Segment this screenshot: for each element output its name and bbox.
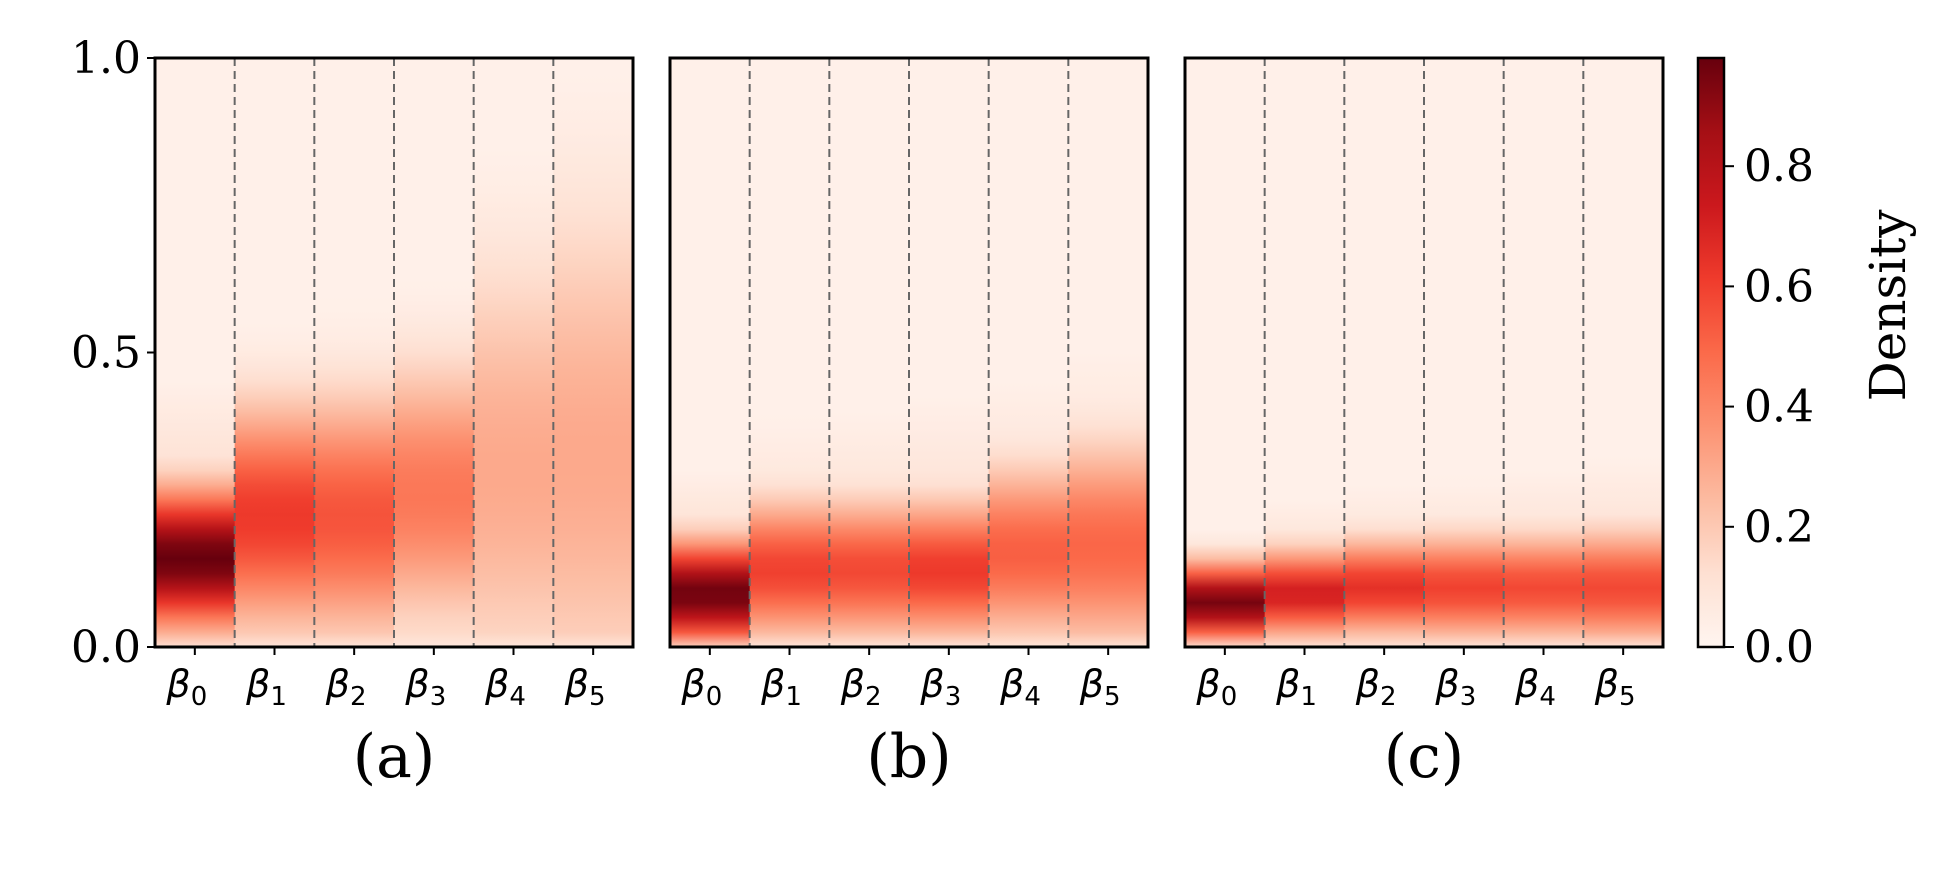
x-tick-label-subscript: 3 [1460, 682, 1477, 712]
x-tick-label-subscript: 5 [589, 682, 606, 712]
heatmap-column-β5 [1068, 58, 1149, 647]
heatmap-column-β3 [909, 58, 990, 647]
plot-frame [668, 56, 1150, 649]
x-tick-label-subscript: 1 [270, 682, 287, 712]
x-tick-label-base: β [245, 662, 270, 706]
x-tick-label-β4: β4 [484, 662, 526, 712]
heatmap-column-β5 [1583, 58, 1664, 647]
heatmap-column-β0 [1185, 58, 1266, 647]
heatmap-column-β5 [553, 58, 634, 647]
heatmap-column-β2 [1344, 58, 1425, 647]
x-tick-label-β2: β2 [1355, 662, 1397, 712]
colorbar-frame [1696, 56, 1726, 649]
x-tick-label-base: β [404, 662, 429, 706]
x-tick-label-β1: β1 [245, 662, 287, 712]
heatmap-column-β0 [155, 58, 236, 647]
x-tick-label-β3: β3 [919, 662, 961, 712]
x-tick-label-β5: β5 [1079, 662, 1121, 712]
x-tick-label-base: β [1594, 662, 1619, 706]
x-tick-label-subscript: 4 [1539, 682, 1556, 712]
y-axis: 0.0 0.5 1.0 [71, 33, 155, 673]
colorbar-tick-label: 0.2 [1744, 502, 1814, 553]
y-tick-label: 1.0 [71, 33, 141, 84]
heatmap-panel-b: β0 β1 β2 β3 β4 β5(b) [668, 56, 1150, 792]
heatmap-column-β3 [1424, 58, 1505, 647]
colorbar-label: Density [1859, 209, 1917, 402]
colorbar-tick-label: 0.8 [1744, 141, 1814, 192]
y-tick-label: 0.5 [71, 328, 141, 379]
x-tick-label-β2: β2 [325, 662, 367, 712]
x-tick-label-subscript: 0 [706, 682, 723, 712]
x-tick-label-subscript: 0 [191, 682, 208, 712]
x-tick-label-base: β [1355, 662, 1380, 706]
heatmap-column-β4 [473, 58, 554, 647]
panel-label: (b) [866, 722, 951, 792]
x-tick-label-β3: β3 [404, 662, 446, 712]
heatmap-column-β1 [1264, 58, 1345, 647]
x-tick-label-subscript: 1 [1300, 682, 1317, 712]
x-tick-label-subscript: 2 [865, 682, 882, 712]
plot-frame [1183, 56, 1665, 649]
colorbar-tick-label: 0.6 [1744, 261, 1814, 312]
x-tick-label-β2: β2 [840, 662, 882, 712]
heatmap-column-β1 [234, 58, 315, 647]
x-tick-label-base: β [1514, 662, 1539, 706]
x-tick-label-β1: β1 [760, 662, 802, 712]
x-tick-label-base: β [1275, 662, 1300, 706]
x-tick-label-base: β [1079, 662, 1104, 706]
x-tick-label-β1: β1 [1275, 662, 1317, 712]
x-tick-label-base: β [564, 662, 589, 706]
heatmap-column-β4 [988, 58, 1069, 647]
x-tick-label-base: β [1434, 662, 1459, 706]
x-tick-label-subscript: 5 [1619, 682, 1636, 712]
x-tick-label-subscript: 4 [509, 682, 526, 712]
x-tick-label-base: β [919, 662, 944, 706]
colorbar-tick-label: 0.0 [1744, 622, 1814, 673]
x-tick-label-subscript: 2 [1380, 682, 1397, 712]
x-tick-label-subscript: 3 [945, 682, 962, 712]
x-tick-label-base: β [325, 662, 350, 706]
x-tick-label-base: β [484, 662, 509, 706]
x-tick-label-base: β [165, 662, 190, 706]
x-tick-label-base: β [840, 662, 865, 706]
x-tick-label-subscript: 4 [1024, 682, 1041, 712]
heatmap-column-β2 [314, 58, 395, 647]
x-tick-label-base: β [999, 662, 1024, 706]
colorbar-tick-label: 0.4 [1744, 382, 1814, 433]
x-tick-label-β5: β5 [1594, 662, 1636, 712]
x-tick-label-β4: β4 [1514, 662, 1556, 712]
heatmap-column-β4 [1503, 58, 1584, 647]
heatmap-column-β3 [394, 58, 475, 647]
heatmap-column-β0 [670, 58, 751, 647]
heatmap-panel-a: β0 β1 β2 β3 β4 β5(a) [153, 56, 635, 792]
x-tick-label-subscript: 5 [1104, 682, 1121, 712]
y-tick-label: 0.0 [71, 622, 141, 673]
x-tick-label-base: β [760, 662, 785, 706]
x-tick-label-β0: β0 [165, 662, 207, 712]
colorbar: 0.0 0.2 0.4 0.6 0.8 [1696, 56, 1814, 673]
x-tick-label-β0: β0 [680, 662, 722, 712]
panel-label: (c) [1384, 722, 1464, 792]
heatmap-panel-c: β0 β1 β2 β3 β4 β5(c) [1183, 56, 1665, 792]
x-tick-label-base: β [1195, 662, 1220, 706]
x-tick-label-β3: β3 [1434, 662, 1476, 712]
x-tick-label-β5: β5 [564, 662, 606, 712]
x-tick-label-subscript: 3 [430, 682, 447, 712]
x-tick-label-subscript: 0 [1221, 682, 1238, 712]
panel-label: (a) [353, 722, 436, 792]
heatmap-column-β1 [749, 58, 830, 647]
x-tick-label-subscript: 1 [785, 682, 802, 712]
x-tick-label-β0: β0 [1195, 662, 1237, 712]
x-tick-label-β4: β4 [999, 662, 1041, 712]
colorbar-gradient [1698, 58, 1724, 647]
heatmap-column-β2 [829, 58, 910, 647]
x-tick-label-subscript: 2 [350, 682, 367, 712]
x-tick-label-base: β [680, 662, 705, 706]
